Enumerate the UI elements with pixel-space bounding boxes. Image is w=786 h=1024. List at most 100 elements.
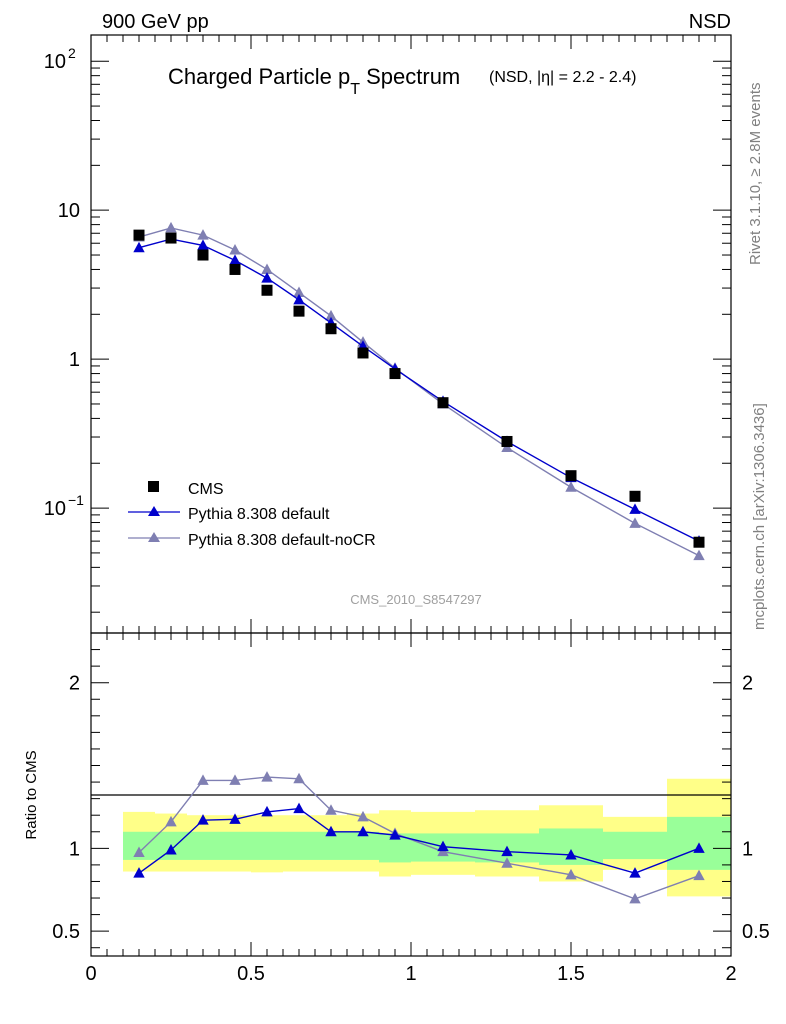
cms-point bbox=[293, 305, 305, 317]
nocr-point bbox=[629, 517, 641, 528]
ratio-nocr-point bbox=[629, 892, 641, 904]
cms-point bbox=[325, 323, 337, 335]
default-point bbox=[229, 254, 241, 265]
ratio-nocr-point bbox=[293, 772, 305, 784]
ratio-default-line bbox=[138, 807, 700, 874]
y-tick-exponent: 2 bbox=[68, 45, 76, 61]
ratio-nocr-point bbox=[165, 815, 177, 827]
nocr-point bbox=[565, 481, 577, 492]
legend-marker-cms bbox=[148, 481, 159, 492]
nocr-point bbox=[229, 244, 241, 255]
cms-point bbox=[629, 490, 641, 502]
ratio-default-point bbox=[133, 867, 145, 878]
default-line bbox=[138, 238, 700, 542]
ratio-uncertainty-bands bbox=[123, 778, 731, 897]
ratio-series-layer bbox=[133, 771, 705, 904]
ratio-inner-band bbox=[283, 831, 315, 860]
ratio-default-point bbox=[229, 813, 241, 824]
ratio-y-tick-label: 1 bbox=[69, 838, 80, 860]
x-tick-label: 0 bbox=[85, 963, 96, 985]
cms-point bbox=[389, 368, 401, 380]
default-point bbox=[293, 293, 305, 305]
chart-subtitle: (NSD, |η| = 2.2 - 2.4) bbox=[489, 69, 636, 86]
nocr-point bbox=[197, 229, 209, 240]
y-tick-exponent: −1 bbox=[68, 492, 84, 508]
ratio-default-point bbox=[389, 829, 401, 840]
cms-point bbox=[357, 347, 369, 359]
ratio-inner-band bbox=[251, 831, 283, 860]
ratio-nocr-point bbox=[261, 771, 273, 782]
cms-point bbox=[693, 536, 705, 548]
ratio-inner-band bbox=[603, 831, 667, 860]
ratio-panel: 0 0.5 1 1.5 22 21 10.5 0.5 Ratio to CMS bbox=[23, 632, 770, 985]
default-point bbox=[261, 272, 273, 283]
cms-point bbox=[437, 397, 449, 409]
ratio-nocr-point bbox=[229, 774, 241, 785]
cms-point bbox=[133, 229, 145, 241]
ratio-default-point bbox=[197, 814, 209, 825]
legend-label-default: Pythia 8.308 default bbox=[188, 506, 330, 523]
legend-marker-default bbox=[148, 506, 160, 516]
ratio-nocr-point bbox=[501, 857, 513, 868]
ratio-nocr-point bbox=[325, 804, 337, 815]
nocr-line bbox=[138, 227, 700, 557]
ratio-default-point bbox=[261, 805, 273, 817]
ratio-nocr-point bbox=[565, 868, 577, 880]
ratio-y-tick-label: 2 bbox=[69, 673, 80, 695]
analysis-id-watermark: CMS_2010_S8547297 bbox=[350, 592, 482, 607]
cms-point bbox=[565, 470, 577, 482]
main-series-layer bbox=[133, 221, 705, 561]
process-label: NSD bbox=[689, 11, 731, 33]
ratio-inner-band bbox=[347, 831, 379, 860]
ratio-nocr-point bbox=[693, 869, 705, 881]
ratio-nocr-line bbox=[138, 776, 700, 900]
ratio-y-tick-label: 0.5 bbox=[52, 921, 80, 943]
legend-label-nocr: Pythia 8.308 default-noCR bbox=[188, 532, 376, 549]
ratio-y-tick-label-right: 2 bbox=[742, 673, 753, 695]
nocr-point bbox=[325, 309, 337, 321]
x-tick-label: 1.5 bbox=[557, 963, 585, 985]
cms-point bbox=[501, 435, 513, 447]
default-point bbox=[133, 241, 145, 253]
legend-marker-nocr bbox=[148, 532, 160, 542]
y-tick-label: 10 bbox=[58, 200, 80, 222]
ratio-y-axis-label: Ratio to CMS bbox=[23, 750, 40, 839]
ratio-inner-band bbox=[187, 831, 219, 860]
ratio-default-point bbox=[293, 802, 305, 814]
nocr-point bbox=[261, 263, 273, 274]
main-frame bbox=[90, 34, 732, 634]
default-point bbox=[629, 503, 641, 514]
ratio-axes: 0 0.5 1 1.5 22 21 10.5 0.5 bbox=[52, 632, 770, 985]
mcplots-reference-label: mcplots.cern.ch [arXiv:1306.3436] bbox=[751, 403, 768, 630]
nocr-point bbox=[693, 549, 705, 561]
default-point bbox=[197, 239, 209, 250]
legend-label-cms: CMS bbox=[188, 481, 224, 498]
x-tick-label: 1 bbox=[405, 963, 416, 985]
ratio-y-tick-label-right: 0.5 bbox=[742, 921, 770, 943]
ratio-inner-band bbox=[315, 831, 347, 860]
rivet-version-label: Rivet 3.1.10, ≥ 2.8M events bbox=[747, 83, 764, 266]
nocr-point bbox=[293, 286, 305, 298]
ratio-default-point bbox=[629, 867, 641, 878]
x-tick-label: 0.5 bbox=[237, 963, 265, 985]
ratio-default-point bbox=[693, 842, 705, 853]
ratio-default-point bbox=[325, 825, 337, 837]
ratio-default-point bbox=[565, 848, 577, 860]
ratio-default-point bbox=[437, 840, 449, 852]
ratio-y-tick-label-right: 1 bbox=[742, 838, 753, 860]
ratio-default-point bbox=[501, 845, 513, 857]
nocr-point bbox=[165, 221, 177, 233]
ratio-nocr-point bbox=[357, 810, 369, 822]
ratio-default-point bbox=[357, 825, 369, 837]
chart-title: Charged Particle pT Spectrum bbox=[168, 64, 460, 98]
cms-point bbox=[197, 249, 209, 261]
energy-label: 900 GeV pp bbox=[102, 11, 209, 33]
ratio-frame bbox=[90, 632, 732, 957]
ratio-default-point bbox=[165, 843, 177, 855]
y-tick-label: 1 bbox=[69, 349, 80, 371]
legend: CMS Pythia 8.308 default Pythia 8.308 de… bbox=[128, 481, 376, 549]
ratio-nocr-point bbox=[197, 774, 209, 785]
